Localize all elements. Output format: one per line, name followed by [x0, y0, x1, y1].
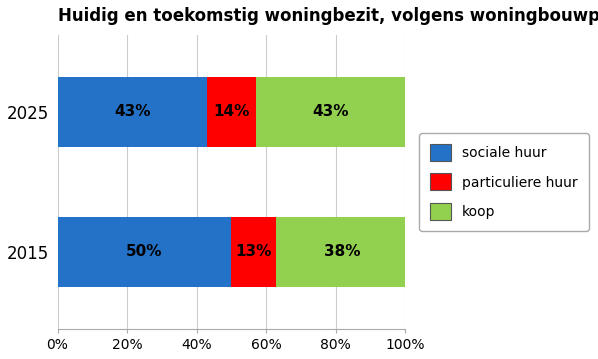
Legend: sociale huur, particuliere huur, koop: sociale huur, particuliere huur, koop — [419, 133, 589, 231]
Bar — [57, 217, 231, 287]
Text: 43%: 43% — [312, 104, 349, 120]
Bar — [231, 217, 276, 287]
Bar — [207, 77, 255, 147]
Text: 14%: 14% — [213, 104, 249, 120]
Bar — [276, 217, 408, 287]
Text: 38%: 38% — [324, 244, 361, 260]
Text: 50%: 50% — [126, 244, 163, 260]
Text: Huidig en toekomstig woningbezit, volgens woningbouwplanning/trend: Huidig en toekomstig woningbezit, volgen… — [57, 7, 598, 25]
Text: 43%: 43% — [114, 104, 151, 120]
Bar — [255, 77, 405, 147]
Bar — [57, 77, 207, 147]
Text: 13%: 13% — [236, 244, 272, 260]
